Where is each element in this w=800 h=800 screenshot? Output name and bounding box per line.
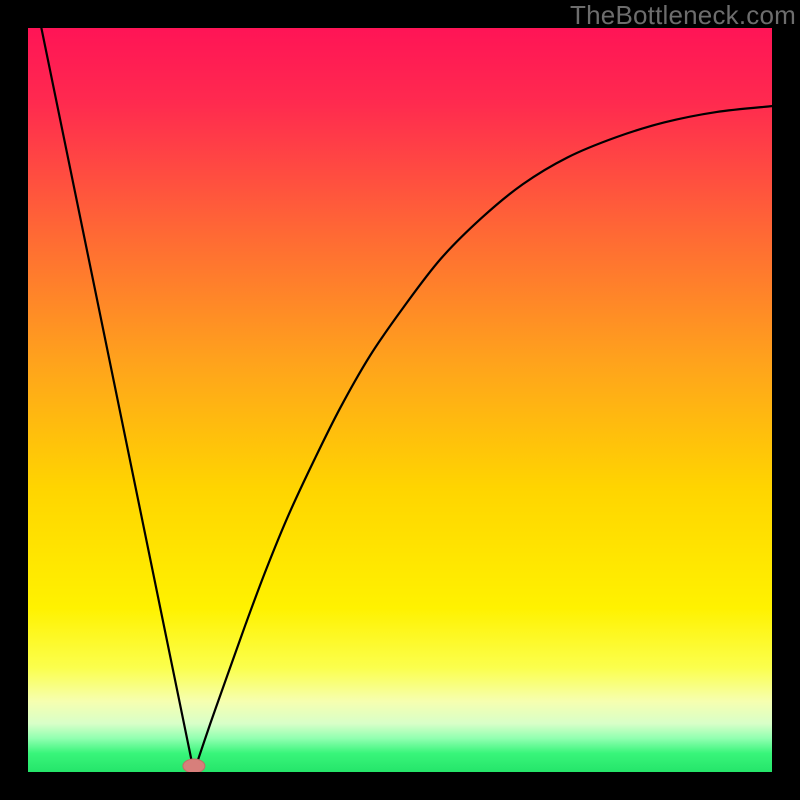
minimum-marker bbox=[183, 759, 205, 773]
watermark-text: TheBottleneck.com bbox=[570, 0, 796, 31]
bottleneck-chart bbox=[0, 0, 800, 800]
chart-background-gradient bbox=[28, 28, 772, 772]
chart-container: TheBottleneck.com bbox=[0, 0, 800, 800]
